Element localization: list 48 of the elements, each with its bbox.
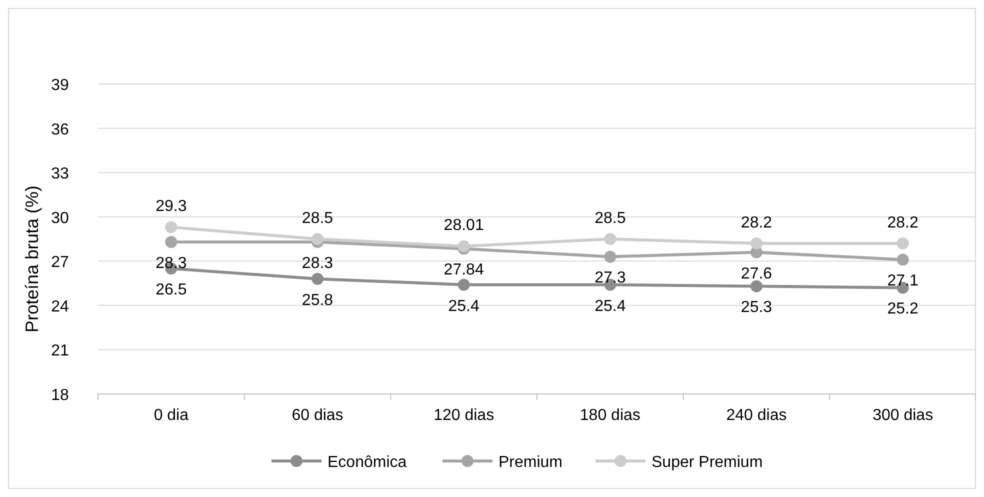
y-tick-label: 36 <box>51 121 69 138</box>
y-tick-label: 39 <box>51 77 69 94</box>
data-label: 28.3 <box>156 254 187 272</box>
data-label: 28.2 <box>740 214 772 232</box>
point <box>896 254 909 266</box>
data-label: 28.01 <box>444 217 484 234</box>
data-label: 25.4 <box>448 298 480 315</box>
data-label: 25.2 <box>887 300 919 318</box>
data-label: 26.5 <box>156 282 187 299</box>
point <box>312 233 324 245</box>
data-label: 28.5 <box>302 210 334 227</box>
data-label: 28.2 <box>887 214 919 232</box>
point <box>165 236 178 248</box>
point <box>604 250 616 263</box>
data-label: 27.1 <box>887 272 919 290</box>
point <box>750 237 762 250</box>
data-label: 25.4 <box>594 298 626 315</box>
legend-label: Premium <box>498 454 563 471</box>
x-tick-label: 120 dias <box>434 407 494 424</box>
point <box>312 272 324 285</box>
y-tick-label: 33 <box>51 166 69 183</box>
data-label: 27.6 <box>740 265 772 282</box>
x-tick-label: 180 dias <box>580 407 640 424</box>
x-tick-label: 60 dias <box>292 407 344 424</box>
point <box>458 278 470 291</box>
point <box>604 233 616 245</box>
y-tick-label: 27 <box>51 254 69 272</box>
legend-label: Econômica <box>328 454 407 471</box>
data-label: 29.3 <box>156 198 187 216</box>
data-label: 25.3 <box>740 299 772 316</box>
legend-label: Super Premium <box>652 454 763 471</box>
point <box>750 280 762 292</box>
y-tick-label: 21 <box>51 342 69 360</box>
x-tick-label: 0 dia <box>154 407 189 424</box>
data-label: 27.3 <box>594 270 626 287</box>
x-tick-label: 240 dias <box>726 407 787 424</box>
y-tick-label: 18 <box>51 387 69 404</box>
point <box>458 240 470 252</box>
point <box>165 221 178 234</box>
data-label: 28.3 <box>302 254 334 272</box>
y-tick-label: 24 <box>51 298 69 316</box>
data-label: 28.5 <box>594 210 626 227</box>
x-tick-label: 300 dias <box>872 407 934 424</box>
y-tick-label: 30 <box>51 210 69 227</box>
point <box>896 237 909 250</box>
data-label: 27.84 <box>444 262 484 279</box>
y-axis-title: Proteína bruta (%) <box>22 185 42 333</box>
data-label: 25.8 <box>302 292 334 309</box>
